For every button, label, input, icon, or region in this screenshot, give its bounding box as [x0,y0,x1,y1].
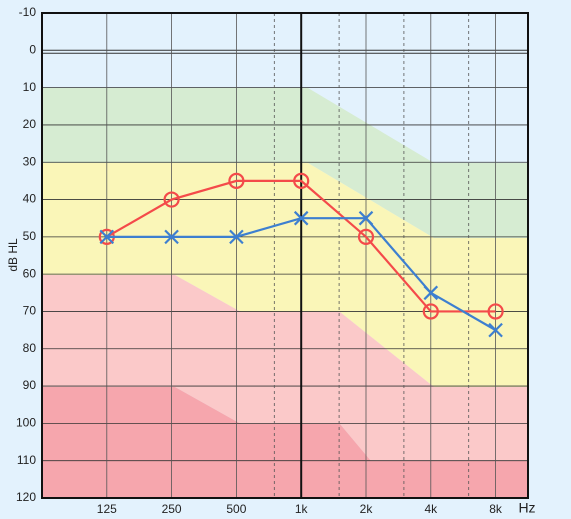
y-tick-label: 70 [23,304,37,318]
marker-x [423,285,439,301]
y-axis-label: dB HL [6,238,20,272]
zone [42,387,528,498]
x-tick-label: 125 [97,502,117,516]
x-tick-label: 500 [226,502,246,516]
marks [98,172,504,338]
y-tick-label: 110 [17,453,36,467]
y-tick-label: 100 [16,416,36,430]
x-tick-label: 1k [295,502,309,516]
x-unit: Hz [518,500,535,516]
y-tick-label: 0 [29,42,36,56]
y-tick-label: -10 [19,5,37,19]
marker-circle [228,172,245,189]
marker-x [293,210,309,226]
grid: -10 0 10 20 30 40 50 60 70 80 90 100 110 120 125 250 500… [16,5,528,516]
marker-circle [487,303,504,320]
marker-circle [422,303,439,320]
x-tick-label: 250 [162,502,182,516]
y-tick-label: 30 [23,154,37,168]
series-line [106,179,496,313]
zone [42,163,528,387]
marker-circle [163,191,180,208]
marker-x [164,229,179,245]
marker-x [488,322,503,338]
zone [42,275,528,461]
marker-x [358,210,374,226]
y-tick-label: 20 [23,117,37,131]
y-tick-label: 40 [23,192,37,206]
y-tick-label: 90 [23,378,37,392]
y-tick-label: 120 [16,490,36,504]
y-tick-label: 10 [23,80,37,94]
y-tick-label: 60 [23,266,37,280]
plot-border [41,12,529,499]
y-tick-label: 80 [23,341,37,355]
marker-circle [357,228,375,245]
y-tick-label: 50 [23,229,37,243]
x-tick-label: 4k [424,502,438,516]
x-tick-label: 8k [489,502,503,516]
x-tick-label: 2k [360,502,374,516]
marker-circle [293,172,310,189]
marker-x [99,229,115,245]
marker-x [229,229,244,245]
